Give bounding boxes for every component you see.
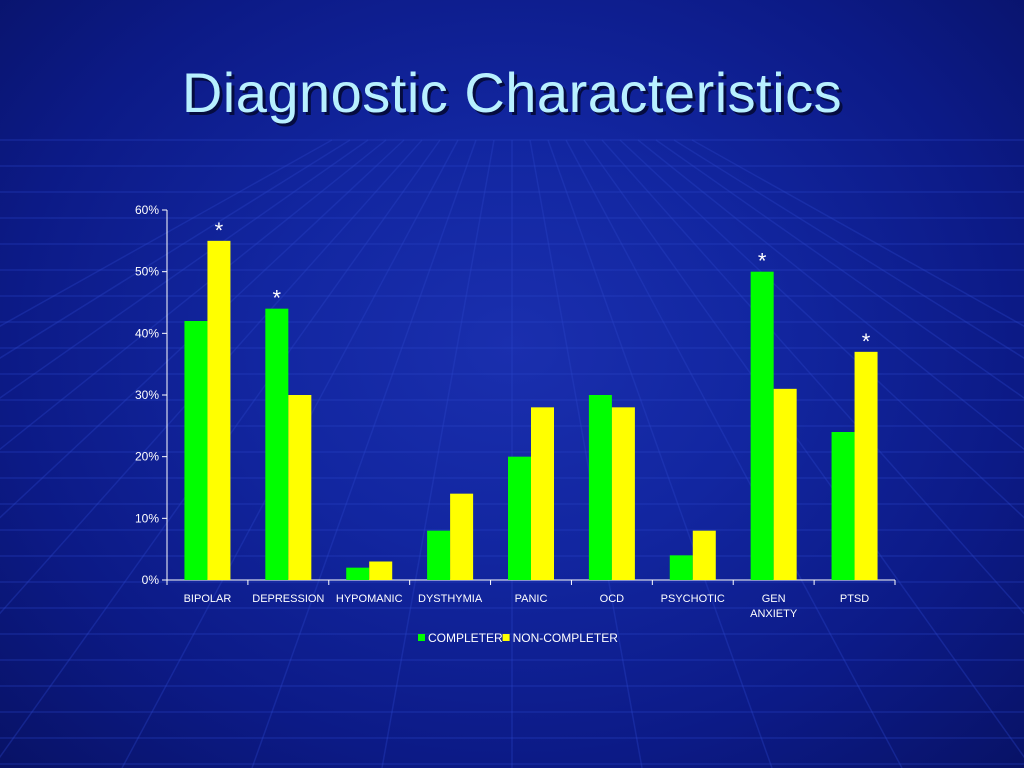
background-grid-line <box>529 139 643 768</box>
bar-non-completer <box>450 493 474 580</box>
background-grid-line <box>691 139 1024 328</box>
significance-marks: * * * * <box>215 218 871 354</box>
background-grid-line <box>251 139 477 768</box>
y-tick-label: 30% <box>135 388 159 402</box>
bar-completer <box>588 395 612 580</box>
background-grid-line <box>583 139 1024 759</box>
bar-completer <box>750 271 774 580</box>
x-tick-label: OCD <box>600 593 625 605</box>
background-grid-line <box>619 139 1024 519</box>
bar-non-completer <box>773 388 797 580</box>
bar-completer <box>346 567 370 580</box>
significance-mark: * <box>758 249 767 274</box>
bar-completer <box>184 321 208 580</box>
slide-title: Diagnostic Characteristics <box>181 61 843 124</box>
x-tick-label: HYPOMANIC <box>336 593 403 605</box>
y-axis: 0% 10% 20% 30% 40% 50% 60% <box>135 203 168 587</box>
background-grid-line <box>381 139 495 768</box>
background-grid-line <box>673 139 1024 359</box>
background-grid-line <box>601 139 1024 615</box>
y-tick-label: 10% <box>135 511 159 525</box>
bar-completer <box>427 530 451 580</box>
legend-label: COMPLETER <box>428 631 503 645</box>
x-tick-label: PSYCHOTIC <box>661 593 725 605</box>
bar-completer <box>265 308 289 580</box>
y-tick-label: 20% <box>135 450 159 464</box>
significance-mark: * <box>215 218 224 243</box>
x-tick-label: DEPRESSION <box>252 593 324 605</box>
significance-mark: * <box>273 286 282 311</box>
x-tick-label: ANXIETY <box>750 608 798 620</box>
x-tick-label: DYSTHYMIA <box>418 593 483 605</box>
background-grid-line <box>0 139 351 359</box>
legend-swatch <box>418 634 425 641</box>
bar-non-completer <box>611 407 635 580</box>
significance-mark: * <box>862 329 871 354</box>
y-tick-label: 0% <box>142 573 160 587</box>
bar-non-completer <box>854 351 878 580</box>
bars <box>184 240 878 581</box>
x-tick-label: GEN <box>762 593 786 605</box>
x-tick-label: BIPOLAR <box>184 593 232 605</box>
background-grid-line <box>565 139 903 768</box>
bar-completer <box>508 456 531 580</box>
bar-non-completer <box>207 240 231 581</box>
background-grid-line <box>0 139 387 451</box>
bar-completer <box>669 555 693 580</box>
x-axis: BIPOLAR DEPRESSION HYPOMANIC DYSTHYMIA PANIC… <box>166 579 896 620</box>
background-grid-line <box>547 139 773 768</box>
background-grid-line <box>0 139 333 328</box>
chart-legend: COMPLETER NON-COMPLETER <box>418 631 618 645</box>
legend-swatch <box>502 634 510 641</box>
bar-completer <box>831 432 855 580</box>
background-grid-line <box>637 139 1024 451</box>
y-tick-label: 60% <box>135 203 159 217</box>
legend-label: NON-COMPLETER <box>513 631 619 645</box>
bar-non-completer <box>531 407 554 580</box>
bar-non-completer <box>369 561 393 580</box>
background-grid-line <box>655 139 1024 399</box>
bar-non-completer <box>692 530 716 580</box>
background-grid-line <box>0 139 423 615</box>
x-tick-label: PANIC <box>515 593 548 605</box>
y-tick-label: 40% <box>135 326 159 340</box>
y-tick-label: 50% <box>135 265 159 279</box>
x-tick-label: PTSD <box>840 593 869 605</box>
bar-non-completer <box>288 395 312 580</box>
background-grid-line <box>0 139 405 519</box>
